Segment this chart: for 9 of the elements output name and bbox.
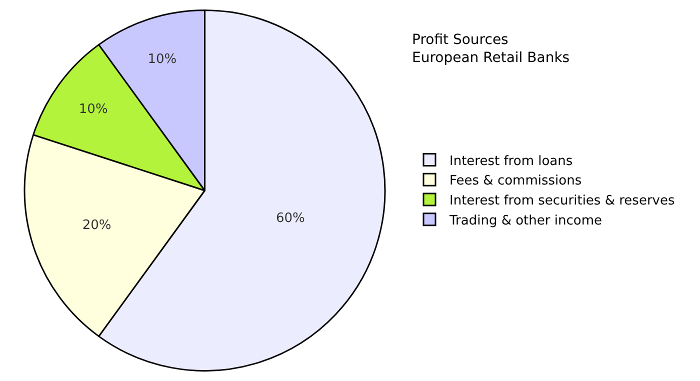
data-label: 10% xyxy=(78,102,108,118)
text: Profit Sources European Retail Banks xyxy=(412,32,570,66)
legend-label: Fees & commissions xyxy=(450,174,582,189)
legend-label: Interest from loans xyxy=(450,154,573,169)
legend-label: Interest from securities & reserves xyxy=(450,194,675,209)
data-label: 20% xyxy=(82,218,112,234)
data-label: 10% xyxy=(148,52,177,68)
legend-label: Trading & other income xyxy=(448,214,602,228)
data-label: 60% xyxy=(276,210,305,226)
